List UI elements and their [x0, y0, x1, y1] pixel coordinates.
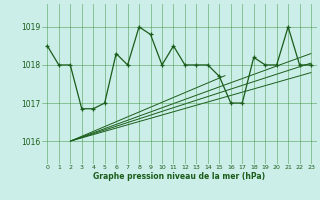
X-axis label: Graphe pression niveau de la mer (hPa): Graphe pression niveau de la mer (hPa)	[93, 172, 265, 181]
